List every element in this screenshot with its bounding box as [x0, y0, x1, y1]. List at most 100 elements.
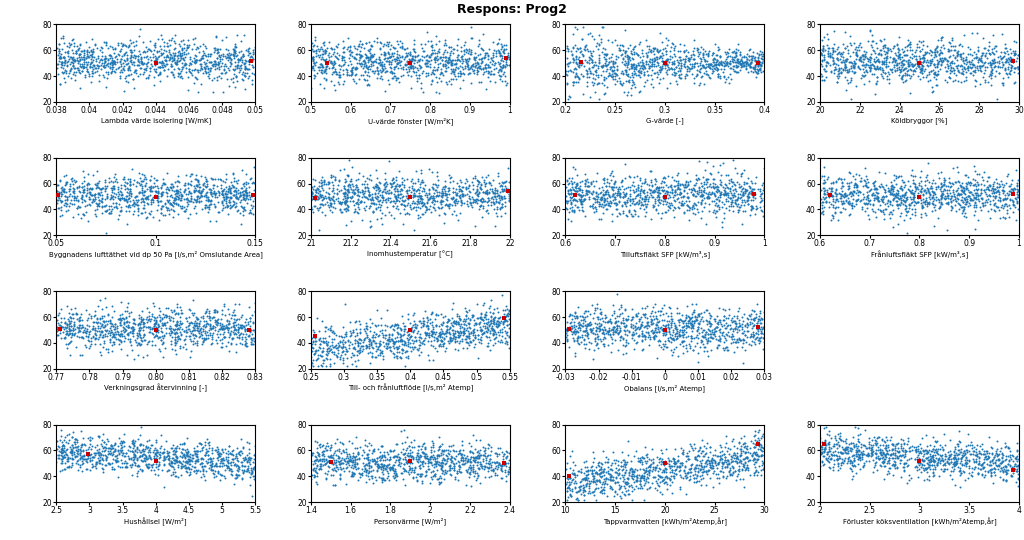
- Point: [565, 53, 582, 62]
- Point: [157, 311, 173, 320]
- Point: [86, 323, 102, 332]
- Point: [823, 50, 840, 58]
- Point: [371, 177, 387, 186]
- Point: [232, 339, 249, 347]
- Point: [674, 338, 690, 346]
- Point: [572, 197, 589, 206]
- Point: [305, 53, 322, 62]
- Point: [846, 69, 862, 77]
- Point: [244, 467, 260, 475]
- Point: [676, 465, 692, 474]
- Point: [664, 318, 680, 327]
- Point: [561, 58, 578, 66]
- Point: [179, 444, 196, 453]
- Point: [114, 443, 130, 451]
- Point: [991, 214, 1008, 222]
- Point: [476, 328, 493, 336]
- Point: [153, 184, 169, 192]
- Point: [753, 54, 769, 63]
- Point: [722, 57, 738, 65]
- Point: [720, 176, 736, 184]
- Point: [581, 182, 597, 191]
- Point: [729, 327, 745, 336]
- Point: [666, 335, 682, 343]
- Point: [456, 199, 472, 207]
- Point: [843, 465, 859, 474]
- Point: [602, 471, 618, 480]
- Point: [868, 188, 885, 197]
- Point: [647, 185, 664, 193]
- Point: [409, 51, 425, 60]
- Point: [470, 195, 486, 204]
- Point: [653, 303, 670, 312]
- Point: [342, 457, 358, 465]
- Point: [883, 183, 899, 192]
- Point: [1007, 50, 1023, 59]
- Point: [229, 61, 246, 70]
- Point: [383, 211, 399, 219]
- Point: [626, 329, 642, 338]
- Point: [670, 177, 686, 185]
- Point: [344, 461, 360, 469]
- Point: [397, 449, 414, 457]
- Point: [715, 471, 731, 480]
- Point: [169, 320, 185, 329]
- Point: [75, 322, 91, 331]
- Point: [440, 170, 457, 179]
- Point: [407, 48, 423, 57]
- Point: [94, 444, 111, 453]
- Point: [990, 183, 1007, 191]
- Point: [988, 456, 1005, 464]
- Point: [443, 336, 460, 345]
- Point: [418, 191, 434, 199]
- Point: [571, 323, 588, 332]
- Point: [82, 47, 98, 56]
- Point: [813, 69, 829, 78]
- Point: [858, 59, 874, 68]
- Point: [374, 462, 390, 470]
- Point: [600, 58, 616, 66]
- Point: [194, 455, 210, 463]
- Point: [451, 333, 467, 342]
- Point: [975, 455, 991, 464]
- Point: [639, 51, 655, 60]
- Point: [338, 332, 354, 340]
- Point: [125, 438, 141, 447]
- Point: [946, 178, 963, 187]
- Point: [756, 450, 772, 459]
- Point: [482, 312, 499, 321]
- Point: [102, 441, 119, 450]
- Point: [706, 188, 722, 197]
- Point: [63, 448, 80, 456]
- Point: [734, 62, 751, 71]
- Point: [752, 50, 768, 58]
- Point: [85, 333, 101, 341]
- Point: [104, 67, 121, 76]
- Point: [388, 176, 404, 185]
- Point: [161, 314, 177, 322]
- Point: [891, 50, 907, 58]
- Point: [732, 60, 749, 69]
- Point: [970, 46, 986, 55]
- Point: [365, 337, 381, 346]
- Point: [718, 458, 734, 467]
- Point: [332, 456, 348, 465]
- Point: [559, 492, 575, 501]
- Point: [818, 58, 835, 66]
- Point: [624, 199, 640, 208]
- Point: [678, 451, 694, 460]
- Point: [328, 70, 344, 78]
- Point: [719, 331, 735, 340]
- Point: [104, 57, 121, 66]
- Point: [855, 51, 871, 60]
- Point: [389, 58, 406, 67]
- Point: [559, 326, 575, 334]
- Point: [877, 41, 893, 50]
- Point: [933, 48, 949, 56]
- Point: [311, 442, 328, 451]
- Point: [749, 324, 765, 333]
- Point: [828, 178, 845, 186]
- Point: [324, 178, 340, 186]
- Point: [473, 333, 489, 342]
- Point: [362, 52, 379, 60]
